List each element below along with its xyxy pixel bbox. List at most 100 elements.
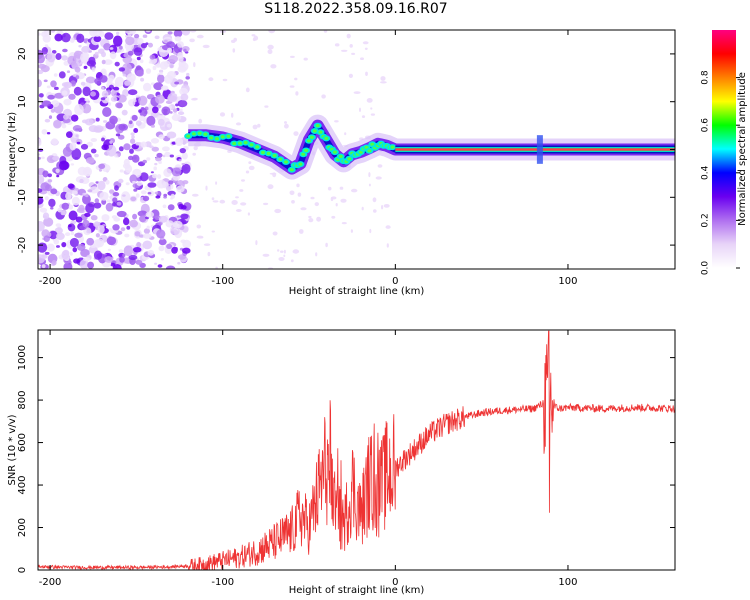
noise-blob — [369, 228, 372, 234]
noise-blob — [99, 168, 102, 172]
noise-blob — [50, 30, 56, 33]
noise-blob — [152, 106, 159, 114]
noise-blob — [82, 194, 91, 205]
noise-blob — [166, 47, 173, 54]
noise-blob — [154, 191, 159, 195]
noise-blob — [179, 100, 188, 107]
noise-blob — [348, 73, 353, 78]
noise-blob — [166, 123, 172, 128]
noise-blob — [150, 124, 155, 128]
noise-blob — [166, 131, 177, 139]
noise-blob — [166, 243, 173, 249]
noise-blob — [61, 55, 68, 61]
noise-blob — [126, 73, 136, 83]
noise-blob — [139, 172, 149, 182]
noise-blob — [116, 210, 127, 218]
noise-blob — [375, 176, 382, 180]
noise-blob — [272, 231, 278, 236]
noise-blob — [135, 259, 143, 265]
noise-blob — [136, 56, 141, 61]
noise-blob — [155, 63, 161, 68]
noise-blob — [74, 66, 81, 73]
noise-blob — [112, 197, 118, 203]
noise-blob — [126, 225, 131, 230]
noise-blob — [231, 39, 236, 44]
ridge-blob-core — [315, 124, 320, 128]
noise-blob — [232, 48, 236, 53]
ridge-blob-core — [272, 154, 277, 158]
ridge-blob-core — [226, 134, 231, 138]
noise-blob — [331, 215, 336, 219]
noise-blob — [153, 166, 157, 171]
noise-blob — [133, 188, 138, 192]
noise-blob — [272, 172, 277, 178]
noise-blob — [38, 63, 47, 69]
noise-blob — [257, 123, 261, 128]
noise-blob — [86, 141, 94, 147]
noise-blob — [145, 30, 151, 33]
noise-blob — [284, 121, 287, 124]
noise-blob — [114, 185, 119, 191]
noise-blob — [292, 249, 300, 254]
noise-blob — [123, 217, 130, 226]
noise-blob — [157, 174, 162, 179]
noise-blob — [68, 224, 72, 228]
noise-blob — [137, 38, 144, 45]
noise-blob — [94, 198, 100, 204]
noise-blob — [146, 225, 150, 230]
noise-blob — [41, 264, 46, 269]
noise-blob — [124, 30, 134, 35]
noise-blob — [131, 154, 140, 163]
noise-blob — [86, 230, 91, 234]
y-axis-label: Frequency (Hz) — [7, 112, 18, 188]
noise-blob — [185, 210, 191, 215]
noise-blob — [85, 203, 95, 214]
noise-blob — [158, 245, 165, 252]
noise-blob — [155, 156, 162, 162]
noise-blob — [44, 118, 51, 123]
noise-blob — [60, 210, 66, 216]
noise-blob — [157, 118, 165, 126]
noise-blob — [157, 264, 163, 268]
noise-blob — [148, 42, 153, 48]
noise-blob — [38, 93, 44, 98]
noise-blob — [79, 259, 89, 269]
noise-blob — [315, 252, 318, 257]
ridge-blob-core — [215, 137, 219, 141]
noise-blob — [263, 202, 269, 206]
noise-blob — [63, 114, 69, 120]
noise-blob — [211, 197, 215, 201]
noise-blob — [82, 219, 90, 228]
noise-blob — [38, 97, 43, 103]
noise-blob — [109, 47, 114, 50]
noise-blob — [46, 85, 51, 89]
noise-blob — [140, 43, 148, 49]
noise-blob — [274, 208, 282, 214]
x-tick-label: -100 — [211, 276, 234, 287]
noise-blob — [160, 258, 164, 261]
noise-blob — [50, 206, 54, 210]
noise-blob — [172, 108, 178, 113]
noise-blob — [117, 94, 127, 103]
noise-blob — [186, 72, 190, 77]
noise-blob — [41, 100, 52, 107]
noise-blob — [380, 76, 386, 81]
noise-blob — [248, 165, 255, 171]
noise-blob — [81, 103, 92, 114]
noise-blob — [130, 196, 137, 202]
colorbar-tick-label: 0.8 — [701, 70, 711, 85]
noise-blob — [155, 195, 161, 199]
noise-blob — [86, 237, 95, 246]
noise-blob — [303, 57, 308, 61]
noise-blob — [55, 53, 62, 60]
y-tick-label: 20 — [17, 48, 28, 61]
x-tick-label: -200 — [39, 577, 62, 588]
noise-blob — [71, 114, 79, 122]
noise-blob — [82, 86, 91, 97]
signal-disturbance — [536, 135, 543, 164]
noise-blob — [101, 59, 106, 65]
noise-blob — [386, 243, 389, 248]
noise-blob — [182, 247, 191, 254]
noise-blob — [51, 138, 59, 146]
noise-blob — [295, 91, 299, 96]
